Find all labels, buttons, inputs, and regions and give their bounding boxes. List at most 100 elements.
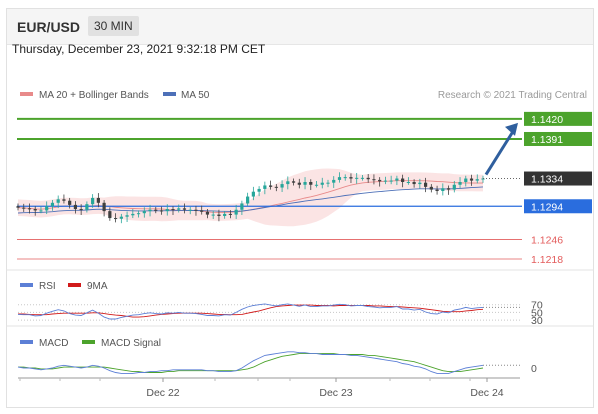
rsi-ma-line [18,304,484,318]
candle-body [211,214,215,216]
candle-body [73,204,78,210]
candle-body [452,184,456,190]
candle-body [102,202,106,212]
projection-arrow-head [505,122,518,136]
current-price-label-box [524,171,592,186]
current-price-label: 1.1334 [531,174,563,186]
candle-body [291,181,296,183]
candle-body [154,209,158,211]
macd-panel: 0 [17,351,537,375]
minor-support-1-label: 1.1246 [531,235,563,247]
rsi-tick-70: 70 [531,300,543,312]
ma20-legend-swatch [20,92,33,96]
candle-body [79,209,83,211]
candle-body [234,209,238,215]
support-label: 1.1294 [531,201,563,213]
candle-body [366,177,370,180]
ma50-line [17,186,484,214]
candle-body [372,179,376,181]
candle-body [85,204,89,210]
candle-body [389,180,393,182]
candle-body [401,178,405,182]
rsi-legend-label: RSI [39,281,56,292]
timestamp: Thursday, December 23, 2021 9:32:18 PM C… [12,42,266,56]
resistance-1-label: 1.1420 [531,114,563,126]
bollinger-band-fill [18,168,483,227]
candle-body [177,208,181,210]
candle-body [263,185,267,189]
candle-body [464,178,468,182]
candle-body [297,182,301,185]
rsi-tick-30: 30 [531,315,543,327]
rsi-line [17,303,484,320]
candle-body [343,177,347,179]
candle-body [217,214,221,216]
resistance-2-label-box [524,131,592,146]
candle-body [142,211,146,214]
candle-body [108,211,112,219]
credit-text: Research © 2021 Trading Central [438,90,587,101]
candle-body [332,179,336,183]
x-tick-label: Dec 24 [470,387,503,399]
projection-arrow-shaft [484,129,516,176]
candle-body [441,188,445,192]
x-axis: Dec 22 Dec 23 Dec 24 [19,378,504,399]
candle-body [182,208,187,210]
macd-legend-swatch [20,340,33,344]
candle-body [22,207,26,209]
candle-body [246,196,250,204]
candle-body [39,210,43,212]
candle-body [286,181,290,185]
candle-body [469,178,474,181]
ma50-legend-swatch [163,92,176,96]
candle-body [395,178,399,181]
candle-body [349,177,353,179]
main-panel: 1.1420 1.1391 1.1294 1.1246 1.1218 1.1334 [16,111,592,266]
macd-line [17,351,484,374]
candle-body [406,181,410,183]
macd-signal-line [18,353,484,373]
rsi-tick-50: 50 [531,307,543,319]
candle-body [274,186,278,188]
support-label-box [524,199,592,214]
candle-body [320,182,324,185]
macd-signal-legend-label: MACD Signal [101,338,161,349]
candle-body [355,177,359,179]
candle-body [240,203,244,210]
candle-body [16,206,20,208]
rsi-ma-legend-swatch [68,283,81,287]
candle-body [383,180,388,182]
candle-body [257,188,261,192]
candle-body [205,211,210,215]
candle-body [360,177,365,179]
candle-body [378,179,382,182]
candle-body [418,182,422,185]
candle-body [458,181,462,185]
ma50-legend-label: MA 50 [181,90,210,101]
candle-body [423,182,428,187]
candle-body [251,191,255,197]
candle-body [68,200,72,205]
timeframe-badge[interactable]: 30 MIN [88,16,139,36]
candle-body [326,182,330,184]
candle-body [91,197,95,205]
candle-body [45,206,49,211]
candle-body [475,179,479,181]
ma20-legend-label: MA 20 + Bollinger Bands [39,90,149,101]
rsi-ma-legend-label: 9MA [87,281,108,292]
candle-body [171,209,175,211]
candle-body [136,213,141,215]
candle-body [314,184,319,186]
candle-body [148,209,152,212]
candle-body [27,208,32,210]
candle-body [188,209,192,211]
candle-body [194,209,198,211]
candle-body [412,181,416,185]
macd-legend-label: MACD [39,338,68,349]
candle-body [125,215,129,217]
candle-body [131,213,135,216]
candle-body [268,185,273,187]
candle-body [50,202,55,207]
